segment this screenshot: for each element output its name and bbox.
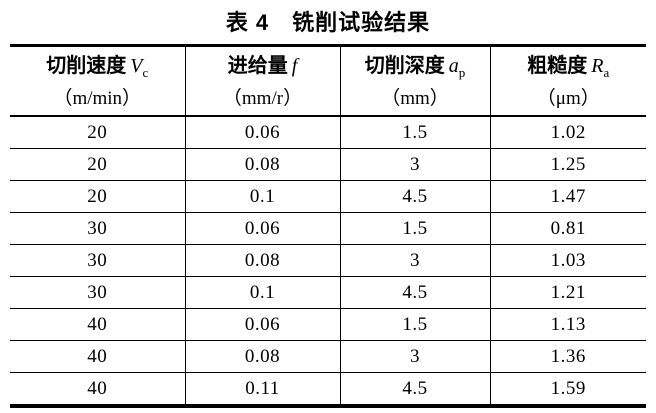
table-row: 30 0.1 4.5 1.21 [10, 276, 646, 309]
table-cell: 30 [10, 212, 185, 245]
header-unit: （μm） [536, 88, 600, 110]
header-cutting-speed: 切削速度 Vc （m/min） [10, 45, 185, 117]
table-cell: 0.81 [489, 212, 646, 245]
table-cell: 1.13 [489, 308, 646, 341]
table-cell: 3 [339, 148, 490, 181]
table-cell: 0.08 [184, 340, 340, 373]
table-body: 20 0.06 1.5 1.02 20 0.08 3 1.25 20 0.1 4… [10, 115, 646, 406]
table-cell: 0.06 [184, 308, 340, 341]
table-row: 30 0.08 3 1.03 [10, 244, 646, 277]
table-cell: 0.06 [184, 115, 340, 149]
table-cell: 1.59 [489, 372, 646, 406]
table-cell: 3 [339, 340, 490, 373]
table-cell: 30 [10, 276, 185, 309]
table-row: 20 0.1 4.5 1.47 [10, 180, 646, 213]
table-cell: 40 [10, 372, 185, 406]
table-cell: 0.1 [184, 180, 340, 213]
table-row: 30 0.06 1.5 0.81 [10, 212, 646, 245]
milling-results-table: 切削速度 Vc （m/min） 进给量 f （mm/r） 切削深度 ap （mm） 粗… [10, 44, 646, 408]
table-header: 切削速度 Vc （m/min） 进给量 f （mm/r） 切削深度 ap （mm） 粗… [10, 45, 646, 117]
table-cell: 1.21 [489, 276, 646, 309]
table-row: 20 0.08 3 1.25 [10, 148, 646, 181]
table-row: 40 0.11 4.5 1.59 [10, 372, 646, 406]
table-cell: 0.1 [184, 276, 340, 309]
table-row: 20 0.06 1.5 1.02 [10, 115, 646, 149]
table-cell: 20 [10, 148, 185, 181]
header-label: 切削速度 [46, 54, 127, 77]
header-row: 切削速度 Vc （m/min） 进给量 f （mm/r） 切削深度 ap （mm） 粗… [10, 45, 646, 117]
header-label: 进给量 [227, 54, 288, 77]
variable-symbol: V [130, 54, 143, 77]
header-cutting-depth: 切削深度 ap （mm） [339, 45, 490, 117]
table-cell: 40 [10, 340, 185, 373]
table-cell: 3 [339, 244, 490, 277]
table-cell: 40 [10, 308, 185, 341]
table-cell: 1.5 [339, 308, 490, 341]
table-cell: 0.11 [184, 372, 340, 406]
table-cell: 1.5 [339, 212, 490, 245]
table-cell: 1.36 [489, 340, 646, 373]
table-cell: 20 [10, 180, 185, 213]
table-cell: 20 [10, 115, 185, 149]
table-cell: 0.08 [184, 148, 340, 181]
table-cell: 0.06 [184, 212, 340, 245]
table-row: 40 0.08 3 1.36 [10, 340, 646, 373]
table-cell: 30 [10, 244, 185, 277]
header-roughness: 粗糙度 Ra （μm） [489, 45, 646, 117]
variable-symbol: a [448, 54, 459, 77]
table-cell: 1.02 [489, 115, 646, 149]
table-title: 表 4 铣削试验结果 [225, 10, 431, 35]
header-label: 粗糙度 [527, 54, 588, 77]
table-cell: 1.03 [489, 244, 646, 277]
variable-symbol: f [291, 54, 298, 77]
table-cell: 4.5 [339, 180, 490, 213]
variable-subscript: p [458, 64, 466, 80]
header-unit: （mm/r） [222, 88, 303, 110]
table-cell: 1.25 [489, 148, 646, 181]
header-unit: （m/min） [53, 88, 142, 110]
table-cell: 0.08 [184, 244, 340, 277]
variable-subscript: a [603, 64, 610, 80]
table-cell: 1.47 [489, 180, 646, 213]
table-cell: 4.5 [339, 372, 490, 406]
header-label: 切削深度 [364, 54, 445, 77]
variable-subscript: c [142, 64, 149, 80]
table-row: 40 0.06 1.5 1.13 [10, 308, 646, 341]
table-cell: 4.5 [339, 276, 490, 309]
variable-symbol: R [591, 54, 604, 77]
header-feed-rate: 进给量 f （mm/r） [184, 45, 340, 117]
header-unit: （mm） [381, 88, 449, 110]
table-cell: 1.5 [339, 115, 490, 149]
